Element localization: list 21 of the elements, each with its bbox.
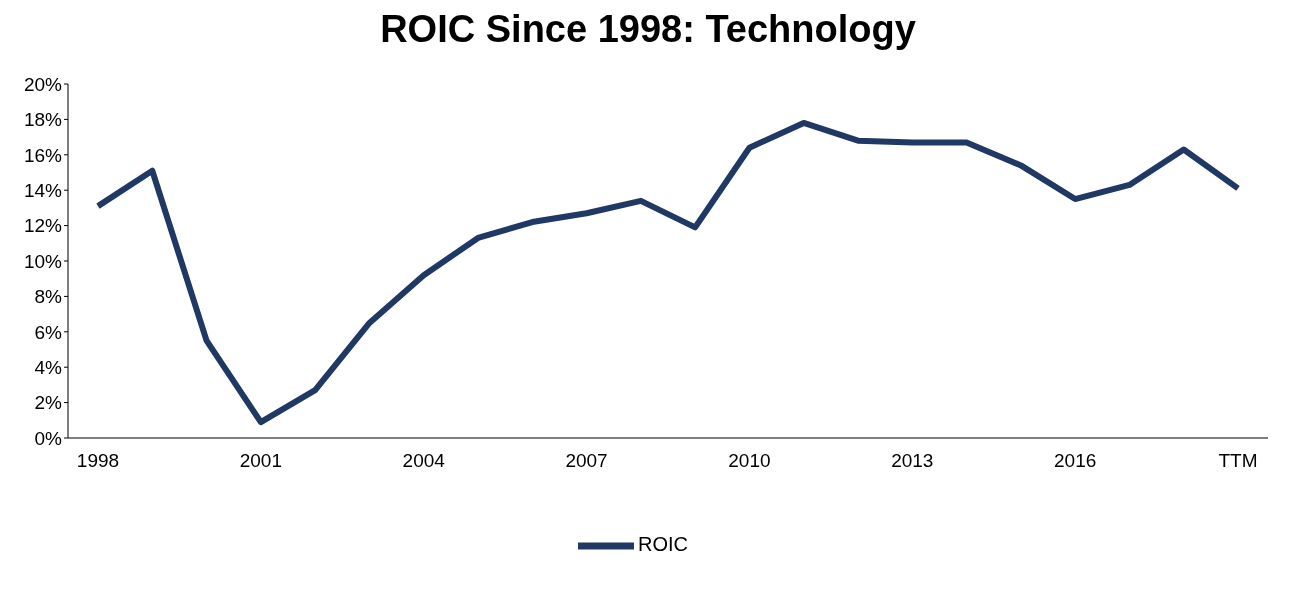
y-tick-label: 12%	[23, 215, 63, 237]
x-tick-label: 2010	[728, 450, 771, 472]
x-tick-label: 2004	[402, 450, 446, 472]
y-tick-label: 8%	[34, 286, 63, 308]
y-tick-label: 16%	[23, 144, 63, 166]
y-tick-label: 20%	[23, 73, 63, 95]
y-tick-label: 6%	[34, 321, 63, 343]
y-tick-label: 2%	[34, 392, 63, 414]
legend-label: ROIC	[638, 533, 688, 556]
y-tick-label: 0%	[34, 427, 63, 449]
y-tick-label: 18%	[23, 109, 63, 131]
x-tick-label: 2013	[891, 450, 934, 472]
chart-title: ROIC Since 1998: Technology	[379, 8, 917, 52]
y-tick-label: 4%	[34, 356, 63, 378]
x-tick-label: 2016	[1054, 450, 1097, 472]
y-tick-label: 10%	[23, 250, 63, 272]
x-tick-label: TTM	[1218, 450, 1258, 472]
x-tick-label: 1998	[76, 450, 120, 472]
y-tick-label: 14%	[23, 179, 63, 201]
x-tick-label: 2001	[239, 450, 282, 472]
x-tick-label: 2007	[565, 450, 608, 472]
